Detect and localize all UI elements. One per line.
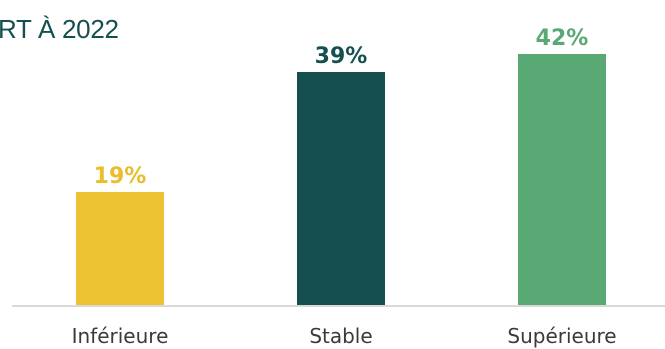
category-label-inferieure: Inférieure [72, 324, 169, 348]
value-label-stable: 39% [315, 44, 368, 69]
value-label-superieure: 42% [536, 26, 589, 51]
chart-title: RT À 2022 [0, 14, 119, 44]
value-label-inferieure: 19% [94, 164, 147, 189]
category-label-stable: Stable [309, 324, 372, 348]
bar-stable [297, 72, 385, 306]
bar-superieure [518, 54, 606, 306]
bar-inferieure [76, 192, 164, 306]
category-label-superieure: Supérieure [507, 324, 616, 348]
